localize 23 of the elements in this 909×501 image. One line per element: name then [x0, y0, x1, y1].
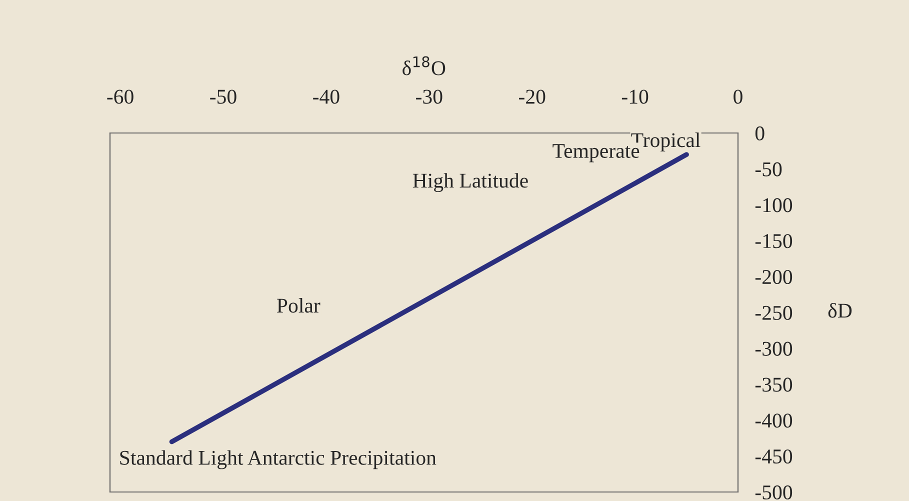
y-tick-label: -450	[755, 449, 792, 464]
y-tick-label: -100	[755, 198, 792, 212]
x-tick-label: -50	[210, 90, 236, 104]
y-tick-label: -200	[755, 270, 792, 284]
y-tick-label: -350	[755, 378, 792, 392]
annotation: Polar	[277, 298, 320, 313]
y-axis-title: δD	[828, 302, 852, 318]
x-tick-label: -40	[313, 90, 340, 104]
y-tick-label: -500	[755, 485, 792, 500]
y-tick-label: -400	[755, 414, 792, 428]
x-tick-label: -30	[416, 90, 442, 104]
x-tick-label: -10	[622, 90, 648, 104]
x-axis-title: δ$^{18}$O	[402, 56, 446, 76]
y-tick-label: 0	[755, 126, 764, 140]
y-tick-label: -50	[755, 162, 782, 176]
annotation: High Latitude	[412, 173, 528, 192]
y-tick-label: -150	[755, 234, 792, 248]
annotation: Standard Light Antarctic Precipitation	[120, 450, 436, 470]
x-tick-label: -60	[107, 90, 134, 104]
y-tick-label: -300	[755, 342, 792, 356]
x-tick-label: -20	[518, 90, 546, 104]
x-tick-label: 0	[734, 90, 742, 104]
y-tick-label: -250	[755, 306, 792, 320]
